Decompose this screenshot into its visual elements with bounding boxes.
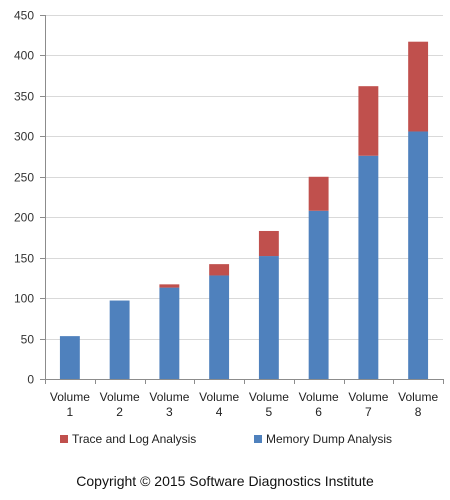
- legend-label: Trace and Log Analysis: [72, 432, 196, 446]
- bar-memory-dump: [109, 300, 130, 379]
- y-tick-label: 0: [27, 373, 34, 387]
- y-tick-label: 50: [21, 333, 35, 347]
- x-category-label: 4: [216, 405, 223, 419]
- bar-trace-log: [408, 41, 429, 132]
- x-category-label: 7: [365, 405, 372, 419]
- x-category-label: 1: [67, 405, 74, 419]
- y-tick-label: 150: [14, 252, 34, 266]
- bar-trace-log: [358, 86, 379, 156]
- copyright-footer: Copyright © 2015 Software Diagnostics In…: [76, 473, 374, 489]
- bar-memory-dump: [408, 131, 429, 379]
- x-category-label: 3: [166, 405, 173, 419]
- y-tick-label: 400: [14, 49, 34, 63]
- bar-trace-log: [209, 264, 230, 276]
- x-category-label: 6: [315, 405, 322, 419]
- bar-memory-dump: [59, 336, 80, 379]
- x-category-label: Volume: [149, 390, 189, 404]
- bar-memory-dump: [209, 275, 230, 379]
- x-category-label: Volume: [50, 390, 90, 404]
- x-category-label: 8: [415, 405, 422, 419]
- x-category-label: Volume: [100, 390, 140, 404]
- x-category-label: 2: [116, 405, 123, 419]
- bar-memory-dump: [308, 210, 329, 379]
- y-tick-label: 450: [14, 9, 34, 23]
- bar-memory-dump: [159, 287, 180, 379]
- bar-trace-log: [258, 230, 279, 257]
- legend-swatch: [254, 435, 262, 443]
- y-tick-label: 200: [14, 211, 34, 225]
- stacked-bar-chart: 0 50 100 150 200 250 300 350 400 450 Volume 1 Volume…: [14, 9, 444, 446]
- bar-trace-log: [159, 284, 180, 288]
- legend-label: Memory Dump Analysis: [266, 432, 392, 446]
- legend-swatch: [60, 435, 68, 443]
- y-tick-label: 350: [14, 90, 34, 104]
- x-category-label: 5: [266, 405, 273, 419]
- bar-memory-dump: [358, 155, 379, 379]
- x-category-label: Volume: [398, 390, 438, 404]
- y-tick-label: 100: [14, 292, 34, 306]
- y-tick-label: 250: [14, 171, 34, 185]
- chart-canvas: 050100150200250300350400450Volume1Volume…: [14, 9, 444, 446]
- bar-trace-log: [308, 176, 329, 211]
- y-tick-label: 300: [14, 130, 34, 144]
- x-category-label: Volume: [249, 390, 289, 404]
- x-category-label: Volume: [199, 390, 239, 404]
- x-category-label: Volume: [299, 390, 339, 404]
- bar-memory-dump: [258, 256, 279, 379]
- x-category-label: Volume: [348, 390, 388, 404]
